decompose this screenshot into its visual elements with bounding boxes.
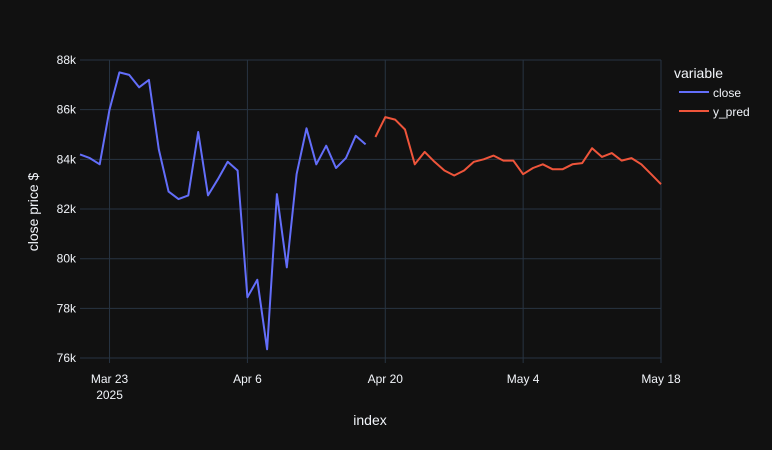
x-axis-tick-labels: Mar 23 2025 Apr 6 Apr 20 May 4 May 18 — [91, 372, 681, 402]
x-tick-label: Apr 6 — [233, 372, 262, 386]
legend-item-close[interactable]: close — [679, 86, 741, 100]
y-tick-label: 88k — [57, 53, 77, 67]
y-tick-label: 80k — [57, 252, 77, 266]
plot-area — [80, 60, 661, 363]
y-tick-label: 78k — [57, 301, 77, 315]
y-axis-tick-labels: 76k 78k 80k 82k 84k 86k 88k — [57, 53, 77, 365]
x-tick-label: Apr 20 — [368, 372, 404, 386]
y-tick-label: 82k — [57, 202, 77, 216]
x-tick-label: May 4 — [507, 372, 540, 386]
series-line-close — [79, 71, 367, 351]
x-axis-label: index — [353, 412, 386, 428]
legend-item-y-pred[interactable]: y_pred — [679, 105, 750, 119]
y-tick-label: 76k — [57, 351, 77, 365]
legend: variable close y_pred — [674, 65, 750, 119]
legend-title: variable — [674, 65, 723, 81]
legend-label-y-pred: y_pred — [713, 105, 750, 119]
x-tick-label: May 18 — [641, 372, 681, 386]
series-lines — [79, 71, 662, 351]
y-tick-label: 86k — [57, 103, 77, 117]
legend-label-close: close — [713, 86, 741, 100]
x-tick-label: Mar 23 — [91, 372, 129, 386]
x-tick-sublabel: 2025 — [96, 388, 123, 402]
y-tick-label: 84k — [57, 152, 77, 166]
series-line-y-pred — [374, 116, 662, 185]
y-axis-label: close price $ — [25, 172, 41, 251]
